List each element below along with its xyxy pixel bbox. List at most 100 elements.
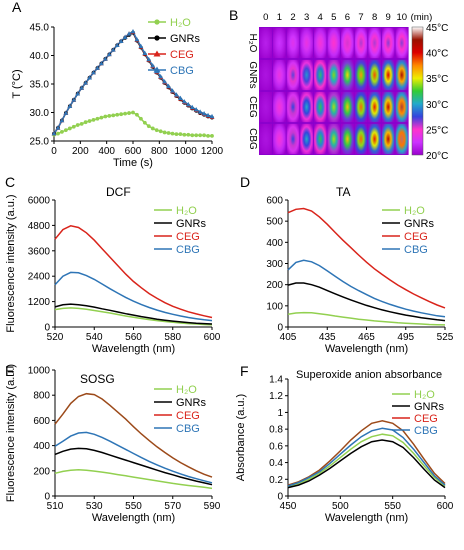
- data-point-cbg: [138, 43, 144, 49]
- data-point-h-o: [56, 131, 60, 136]
- series-line-h-o: [54, 469, 213, 490]
- data-point-h-o: [63, 128, 68, 133]
- thermal-cell-cbg: [313, 123, 327, 155]
- colorbar-tick-label: 35°C: [426, 74, 448, 85]
- panel-d: D 405 435 465 495 525 0 100 200 300 400 500 600 Wavel…: [240, 174, 454, 355]
- colorbar-tick-label: 20°C: [426, 151, 448, 162]
- data-point-cbg: [174, 92, 179, 97]
- panel-a: A 0 200 400 600 800 1000 1200 25.0 30.0 35.0 40.0 45…: [11, 0, 224, 169]
- data-point-cbg: [158, 73, 164, 79]
- thermal-cell-cbg: [341, 123, 354, 155]
- data-point-h-o: [150, 126, 155, 131]
- data-point-h-o: [135, 112, 139, 117]
- legend-marker-ceg: [153, 50, 161, 57]
- data-point-h-o: [194, 133, 199, 138]
- data-point-cbg: [209, 113, 215, 119]
- y-tick-label: 25.0: [30, 137, 50, 148]
- thermal-cell-cbg: [395, 123, 409, 155]
- data-point-cbg: [142, 50, 148, 56]
- data-point-cbg: [134, 36, 140, 42]
- legend-label-h-o: H₂O: [414, 389, 435, 401]
- x-tick-label: 435: [319, 332, 336, 343]
- x-tick-label: 560: [125, 332, 142, 343]
- time-label: 5: [331, 12, 336, 23]
- panel-letter: A: [12, 0, 22, 15]
- data-point-cbg: [130, 28, 136, 34]
- y-axis-label: Fluorescence intensity (a.u.): [5, 364, 17, 502]
- data-point-cbg: [162, 79, 167, 84]
- y-tick-label: 0.2: [269, 475, 283, 486]
- thermal-cell-ceg: [368, 91, 381, 123]
- x-tick-label: 1200: [201, 146, 224, 157]
- chart-title: TA: [336, 185, 350, 199]
- y-tick-label: 0: [44, 323, 50, 334]
- y-tick-label: 200: [33, 466, 50, 477]
- data-point-h-o: [142, 120, 147, 125]
- legend-label-h-o: H₂O: [404, 205, 425, 217]
- thermal-cell-cbg: [381, 123, 395, 155]
- time-label: 0: [263, 12, 268, 23]
- data-point-h-o: [166, 131, 171, 135]
- legend-label-cbg: CBG: [176, 423, 200, 435]
- thermal-cell-ceg: [300, 91, 313, 123]
- y-axis-label: Absorbance (a.u.): [235, 394, 247, 481]
- thermal-cell-ceg: [395, 91, 409, 123]
- thermal-cell-ceg: [286, 91, 300, 123]
- chart-title: DCF: [106, 185, 131, 199]
- y-tick-label: 6000: [28, 196, 51, 207]
- y-tick-label: 1200: [28, 297, 51, 308]
- data-point-cbg: [55, 125, 61, 130]
- x-axis-label: Wavelength (nm): [92, 343, 175, 355]
- x-tick-label: 495: [397, 332, 414, 343]
- row-label-cbg: CBG: [247, 128, 258, 150]
- time-label: 9: [386, 12, 391, 23]
- panel-letter: D: [240, 174, 250, 190]
- data-point-cbg: [79, 85, 85, 90]
- data-point-cbg: [118, 38, 124, 44]
- series-line-cbg: [54, 431, 213, 484]
- data-point-cbg: [205, 112, 211, 118]
- series-line-gnrs: [54, 303, 213, 325]
- x-tick-label: 600: [204, 332, 221, 343]
- data-point-cbg: [201, 111, 207, 116]
- series-line-gnrs: [54, 447, 213, 486]
- series-line-ceg: [287, 420, 446, 486]
- y-tick-label: 500: [266, 217, 283, 228]
- thermal-cell-gnrs: [381, 59, 395, 91]
- time-label: 4: [318, 12, 323, 23]
- time-label: 2: [290, 12, 295, 23]
- data-point-cbg: [181, 99, 187, 104]
- legend-label-cbg: CBG: [170, 65, 194, 77]
- data-point-cbg: [166, 83, 171, 89]
- series-line-gnrs: [53, 31, 213, 135]
- y-tick-label: 30.0: [30, 108, 50, 119]
- thermal-cell-h-o: [341, 27, 354, 59]
- x-tick-label: 530: [86, 501, 103, 512]
- y-tick-label: 0: [277, 492, 283, 503]
- x-tick-label: 540: [86, 332, 103, 343]
- series-line-ceg: [287, 207, 446, 309]
- x-axis-label: Wavelength (nm): [325, 343, 408, 355]
- thermal-cell-h-o: [327, 27, 341, 59]
- legend-label-ceg: CEG: [404, 231, 428, 243]
- data-point-cbg: [83, 80, 88, 85]
- y-tick-label: 45.0: [30, 23, 50, 34]
- data-point-h-o: [182, 132, 187, 137]
- y-tick-label: 40.0: [30, 51, 50, 62]
- data-point-h-o: [146, 124, 151, 129]
- data-point-h-o: [158, 129, 163, 134]
- y-tick-label: 1: [277, 408, 283, 419]
- y-tick-label: 600: [266, 196, 283, 207]
- y-tick-label: 0: [44, 492, 50, 503]
- y-tick-label: 2400: [28, 272, 51, 283]
- panel-b: B 0 1 2 3 4 5 6 7 8 9 10 (min) H₂O GNRs CEG CBG 45°C 40°C 3…: [229, 7, 448, 162]
- data-point-cbg: [71, 97, 77, 102]
- thermal-cell-ceg: [354, 91, 368, 123]
- y-tick-label: 300: [266, 259, 283, 270]
- data-point-h-o: [170, 131, 175, 136]
- y-tick-label: 1000: [28, 366, 51, 377]
- x-tick-label: 580: [164, 332, 181, 343]
- y-tick-label: 400: [266, 238, 283, 249]
